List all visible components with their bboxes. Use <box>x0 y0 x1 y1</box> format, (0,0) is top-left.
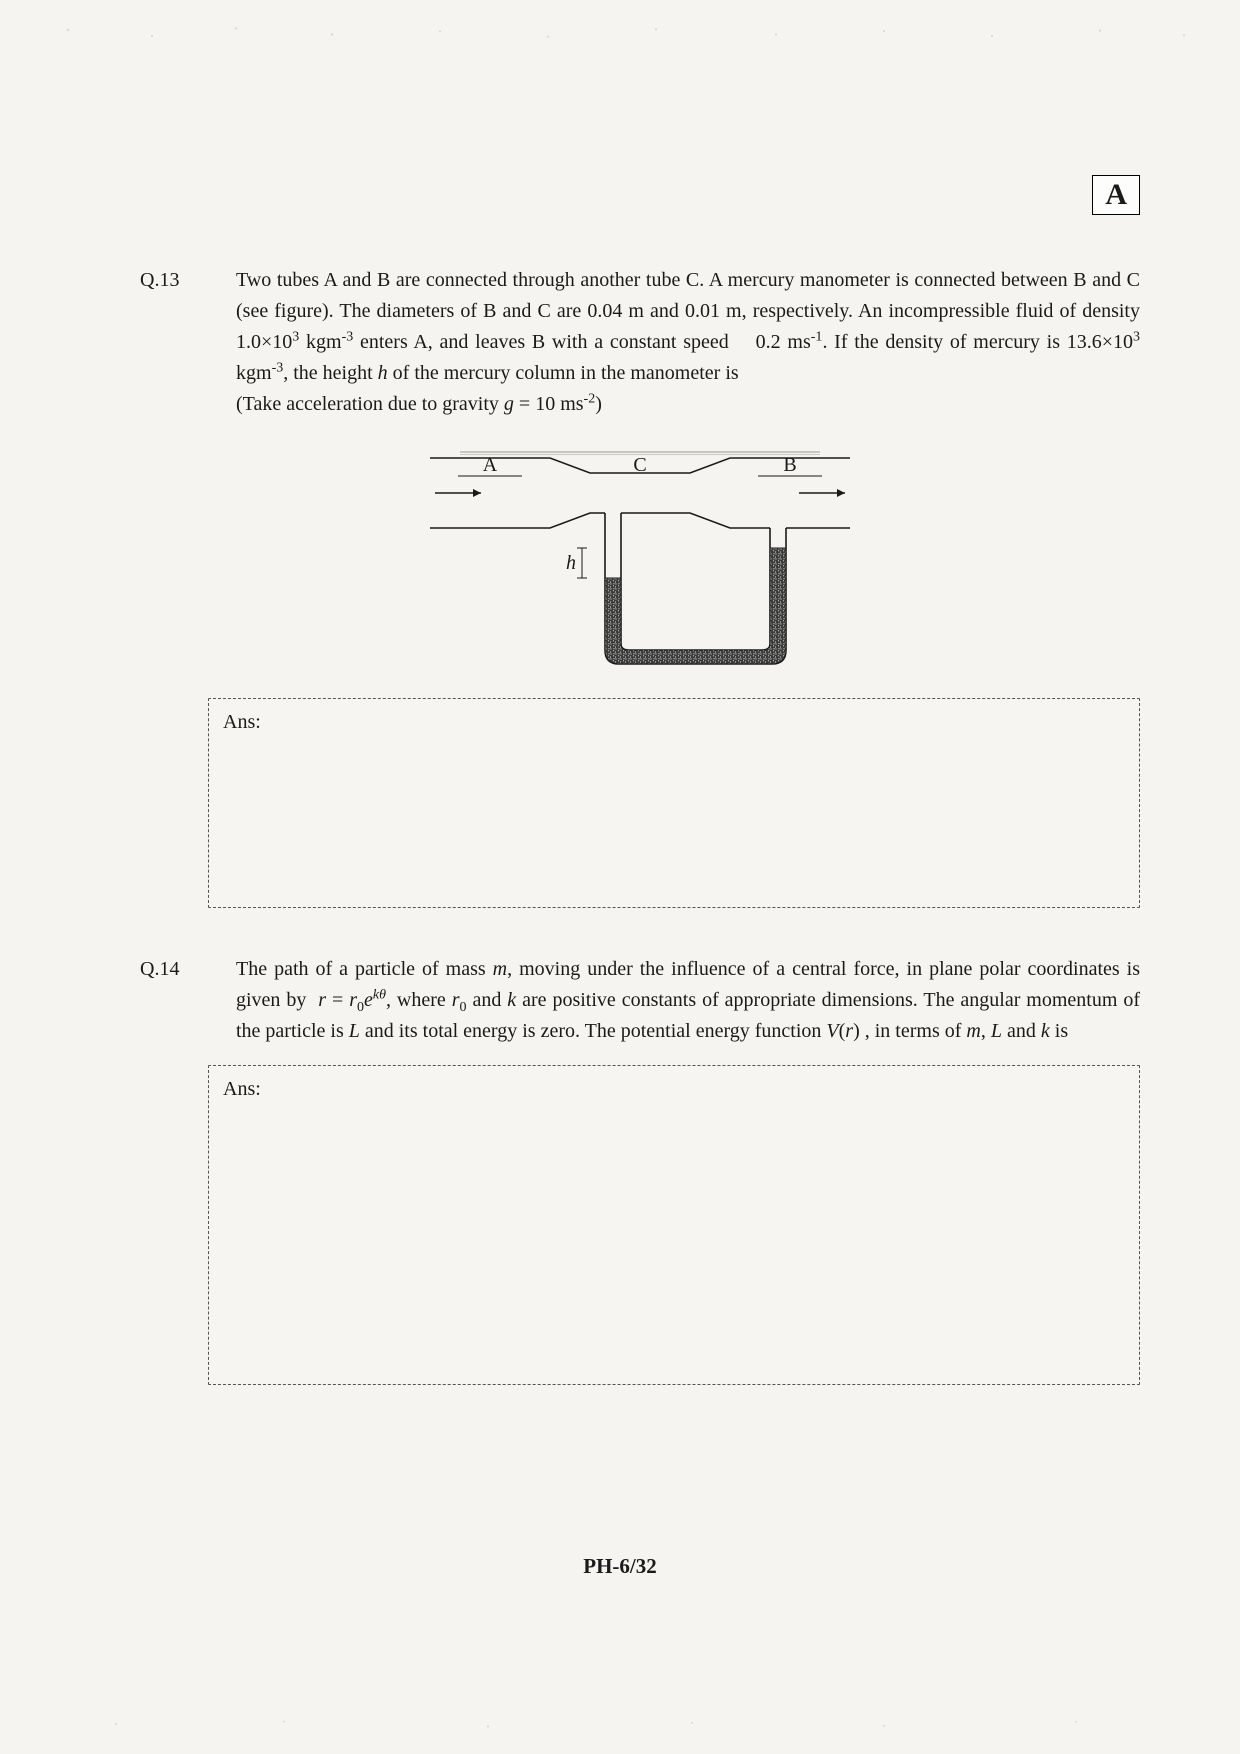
svg-text:C: C <box>633 454 646 476</box>
q14-answer-label: Ans: <box>223 1078 261 1100</box>
q14-answer-box: Ans: <box>208 1065 1140 1385</box>
q13-number: Q.13 <box>140 265 208 420</box>
q13-figure: h A C B <box>410 438 870 678</box>
svg-text:B: B <box>783 454 796 476</box>
q13-answer-label: Ans: <box>223 711 261 733</box>
q13-answer-box: Ans: <box>208 698 1140 908</box>
svg-text:A: A <box>483 454 498 476</box>
question-13-block: Q.13 Two tubes A and B are connected thr… <box>140 265 1140 908</box>
q14-number: Q.14 <box>140 954 208 1047</box>
svg-text:h: h <box>566 552 576 574</box>
q14-text: The path of a particle of mass m, moving… <box>236 954 1140 1047</box>
page-footer: PH-6/32 <box>0 1554 1240 1579</box>
scan-noise-top <box>20 18 1220 48</box>
q13-text: Two tubes A and B are connected through … <box>236 265 1140 420</box>
scan-noise-bottom <box>20 1712 1220 1736</box>
question-14-block: Q.14 The path of a particle of mass m, m… <box>140 954 1140 1385</box>
paper-set-badge: A <box>1092 175 1140 215</box>
